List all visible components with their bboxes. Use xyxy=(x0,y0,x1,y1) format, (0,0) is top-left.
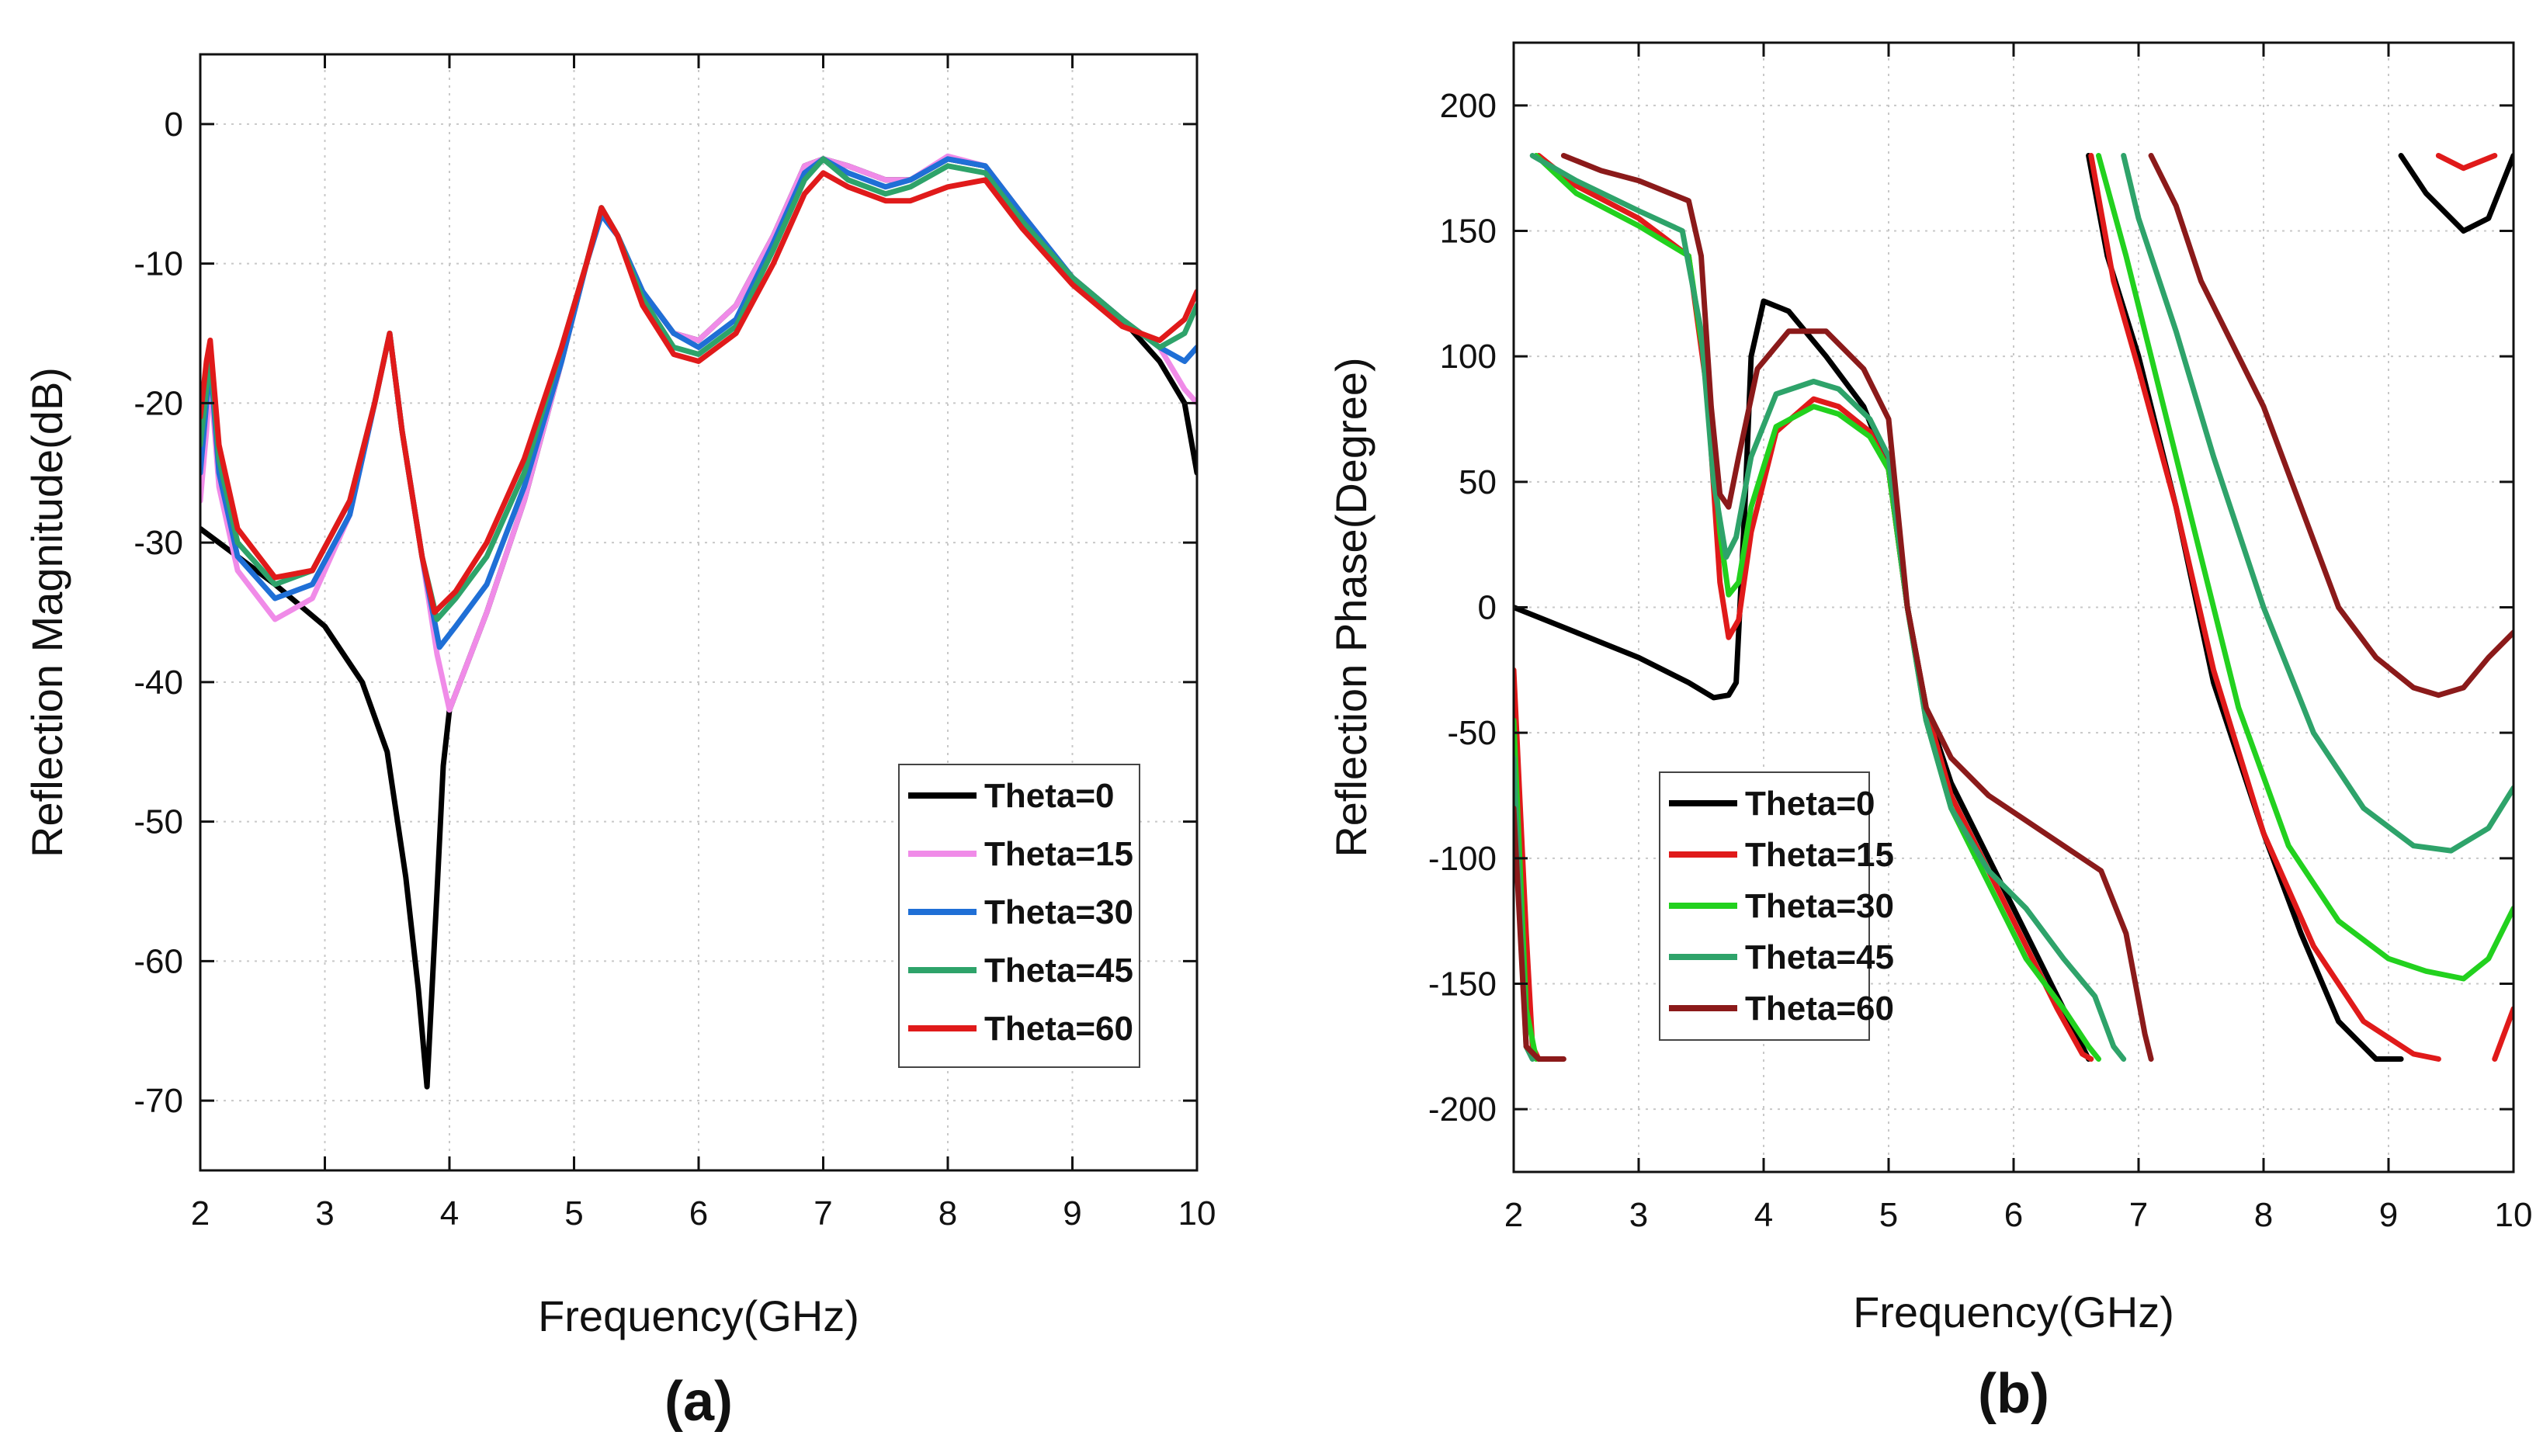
panel-label: (b) xyxy=(1978,1363,2049,1425)
legend-label: Theta=60 xyxy=(1745,990,1894,1028)
x-tick-label: 6 xyxy=(689,1194,708,1232)
legend-label: Theta=60 xyxy=(984,1010,1133,1048)
x-tick-label: 6 xyxy=(2004,1196,2023,1234)
series-line-theta-60 xyxy=(200,170,1197,615)
legend-label: Theta=30 xyxy=(1745,887,1894,925)
panel-b-phase-chart: 2 3 4 5 6 7 8 9 10 200 150 100 50 0 -50 -100 -150 -200 Fre… xyxy=(1327,41,2533,1425)
x-tick-label: 7 xyxy=(814,1194,832,1232)
series-line-theta-60 xyxy=(1514,153,2514,1062)
x-tick-label: 4 xyxy=(1754,1196,1773,1234)
x-axis-title: Frequency(GHz) xyxy=(1853,1288,2174,1336)
x-axis-title: Frequency(GHz) xyxy=(538,1291,859,1340)
x-tick-label: 3 xyxy=(315,1194,334,1232)
panel-a-magnitude-chart: 2 3 4 5 6 7 8 9 10 0 -10 -20 -30 -40 -50 -60 -70 Frequenc… xyxy=(23,53,1216,1433)
y-tick-label: -150 xyxy=(1428,965,1497,1004)
x-tick-label: 8 xyxy=(2254,1196,2273,1234)
y-tick-label: -60 xyxy=(134,942,183,980)
y-tick-label: -10 xyxy=(134,245,183,283)
x-tick-label: 3 xyxy=(1629,1196,1648,1234)
y-tick-label: -50 xyxy=(1447,714,1497,752)
legend-label: Theta=0 xyxy=(1745,785,1875,823)
y-tick-label: -100 xyxy=(1428,840,1497,878)
x-tick-label: 10 xyxy=(1178,1194,1216,1232)
x-tick-label: 5 xyxy=(1879,1196,1898,1234)
y-tick-label: -20 xyxy=(134,384,183,422)
y-axis-title: Reflection Phase(Degree) xyxy=(1327,357,1376,857)
legend: Theta=0 Theta=15 Theta=30 Theta=45 Theta=60 xyxy=(898,764,1140,1068)
y-tick-label: -200 xyxy=(1428,1090,1497,1128)
x-tick-label: 2 xyxy=(1504,1196,1523,1234)
y-tick-label: 0 xyxy=(165,106,183,144)
legend-label: Theta=45 xyxy=(1745,938,1894,976)
series-group xyxy=(200,153,1197,1090)
x-tick-label: 7 xyxy=(2129,1196,2148,1234)
series-group xyxy=(1514,153,2514,1062)
x-tick-label: 9 xyxy=(1063,1194,1081,1232)
legend-label: Theta=30 xyxy=(984,893,1133,931)
series-line-theta-15 xyxy=(1514,153,2514,1062)
x-tick-label: 8 xyxy=(938,1194,957,1232)
y-tick-label: 100 xyxy=(1440,338,1497,376)
x-tick-label: 4 xyxy=(440,1194,459,1232)
legend-label: Theta=45 xyxy=(984,952,1133,990)
y-tick-label: 50 xyxy=(1459,463,1497,501)
y-axis-title: Reflection Magnitude(dB) xyxy=(23,367,71,858)
y-tick-label: -50 xyxy=(134,803,183,841)
y-tick-label: -70 xyxy=(134,1082,183,1120)
y-tick-label: -40 xyxy=(134,664,183,702)
x-tick-label: 2 xyxy=(191,1194,210,1232)
y-tick-label: 150 xyxy=(1440,213,1497,251)
y-tick-label: -30 xyxy=(134,524,183,562)
legend-label: Theta=15 xyxy=(1745,836,1894,874)
legend-box xyxy=(898,764,1140,1068)
x-tick-label: 10 xyxy=(2495,1196,2533,1234)
y-tick-label: 0 xyxy=(1478,589,1497,627)
panel-label: (a) xyxy=(664,1371,733,1433)
legend-label: Theta=0 xyxy=(984,777,1115,815)
x-tick-label: 9 xyxy=(2379,1196,2398,1234)
legend: Theta=0 Theta=15 Theta=30 Theta=45 Theta=60 xyxy=(1659,771,1894,1041)
y-tick-label: 200 xyxy=(1440,87,1497,125)
x-tick-label: 5 xyxy=(564,1194,583,1232)
legend-label: Theta=15 xyxy=(984,835,1133,873)
